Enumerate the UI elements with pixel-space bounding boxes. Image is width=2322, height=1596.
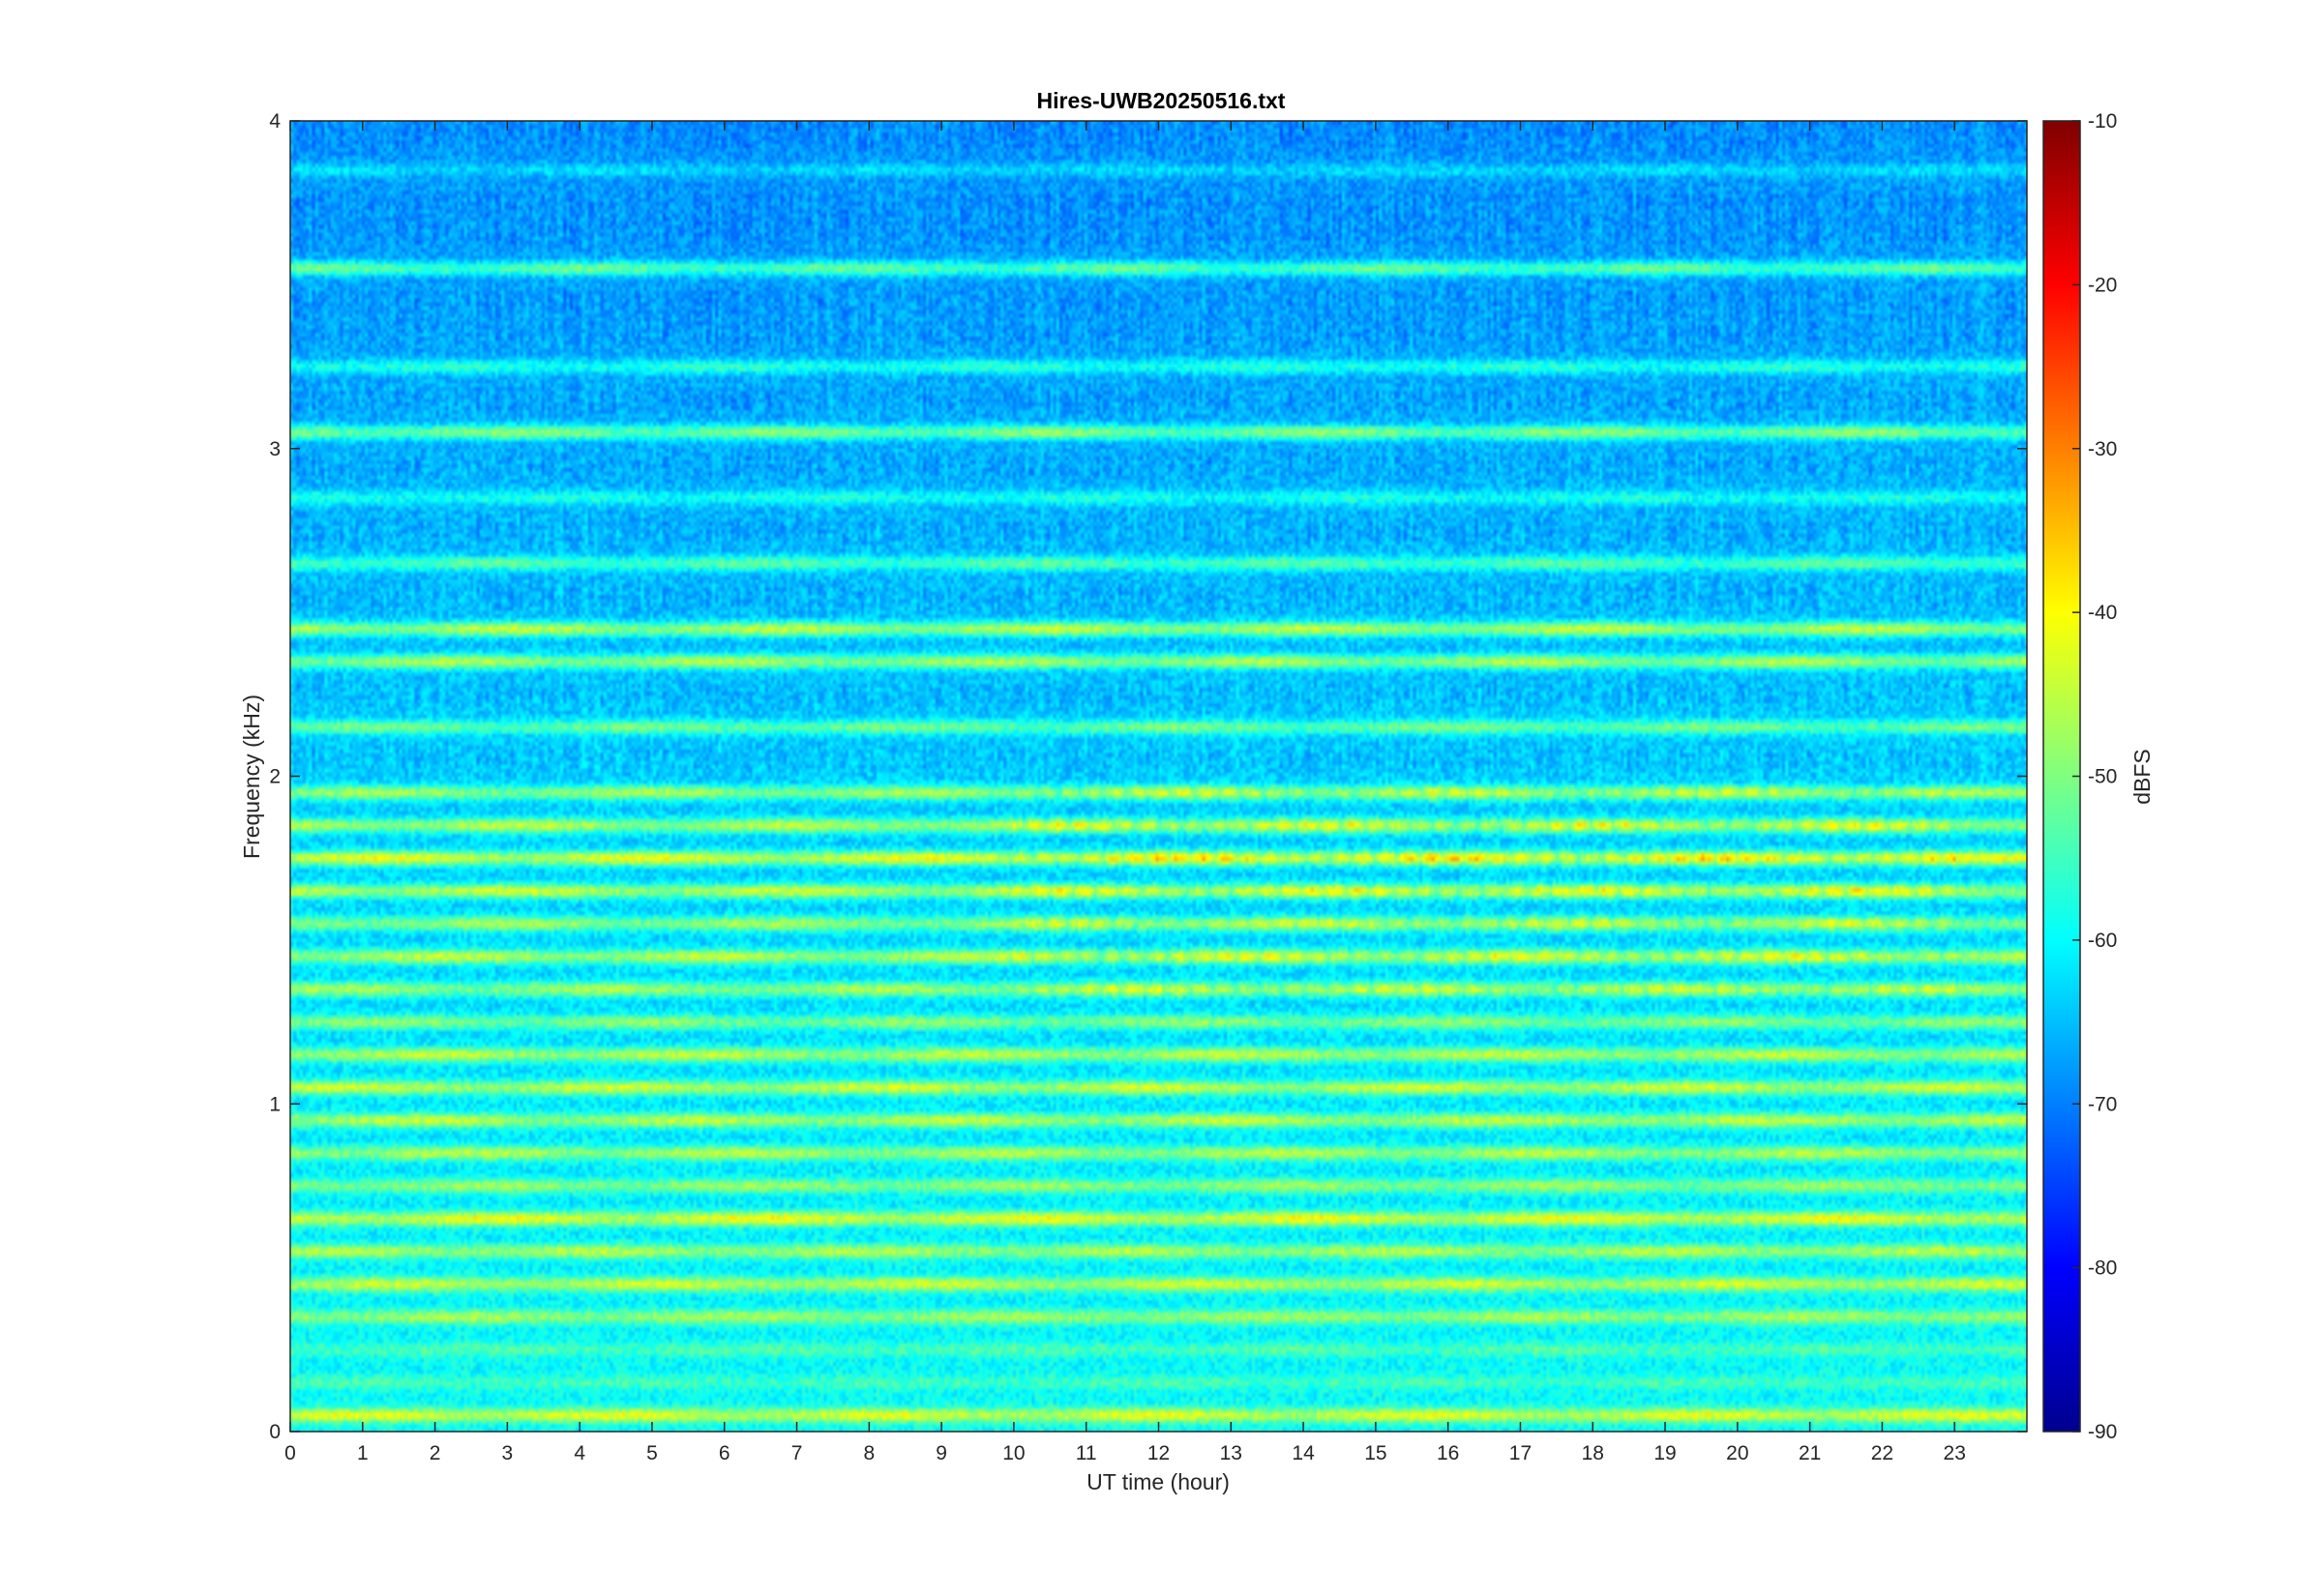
y-tick-label: 0: [269, 1421, 281, 1443]
colorbar-label: dBFS: [2129, 749, 2155, 805]
colorbar-tick-label: -50: [2088, 766, 2117, 788]
colorbar-tick-label: -60: [2088, 930, 2117, 952]
x-tick-label: 11: [1076, 1442, 1097, 1464]
y-tick-label: 3: [269, 438, 281, 460]
y-axis-ticks: 0 1 2 3 4: [269, 110, 2027, 1443]
x-tick-label: 6: [719, 1442, 730, 1464]
x-tick-label: 14: [1292, 1442, 1315, 1464]
x-tick-label: 12: [1147, 1442, 1170, 1464]
colorbar-tick-label: -80: [2088, 1257, 2117, 1280]
x-tick-label: 21: [1799, 1442, 1821, 1464]
x-tick-label: 2: [430, 1442, 441, 1464]
colorbar-tick-label: -20: [2088, 274, 2117, 296]
x-tick-label: 13: [1220, 1442, 1242, 1464]
chart-title: Hires-UWB20250516.txt: [1037, 88, 1286, 113]
colorbar-tick-label: -40: [2088, 602, 2117, 624]
x-tick-label: 0: [284, 1442, 296, 1464]
y-tick-label: 1: [269, 1093, 281, 1115]
x-tick-label: 4: [574, 1442, 585, 1464]
x-tick-label: 20: [1726, 1442, 1748, 1464]
x-tick-label: 22: [1871, 1442, 1893, 1464]
x-tick-label: 1: [357, 1442, 369, 1464]
colorbar-tick-label: -30: [2088, 438, 2117, 460]
x-tick-label: 15: [1364, 1442, 1386, 1464]
x-axis-label: UT time (hour): [1087, 1469, 1230, 1494]
y-tick-label: 2: [269, 766, 281, 788]
y-tick-label: 4: [269, 110, 281, 133]
colorbar: -90 -80 -70 -60 -50 -40 -30 -20 -10 dBFS: [2042, 110, 2155, 1443]
colorbar-tick-label: -10: [2088, 110, 2117, 133]
x-tick-label: 8: [863, 1442, 875, 1464]
x-tick-label: 19: [1653, 1442, 1676, 1464]
colorbar-tick-label: -70: [2088, 1093, 2117, 1115]
x-tick-label: 10: [1002, 1442, 1025, 1464]
x-axis-ticks: 0 1 2 3 4 5 6 7 8 9 10 11 12 13 14 15 16 17 18 19 20 21 22 23: [284, 121, 1966, 1464]
x-tick-label: 18: [1582, 1442, 1604, 1464]
x-tick-label: 16: [1437, 1442, 1459, 1464]
spectrogram-plot: [289, 120, 2028, 1433]
x-tick-label: 5: [646, 1442, 658, 1464]
y-axis-label: Frequency (kHz): [239, 695, 264, 859]
x-tick-label: 3: [502, 1442, 514, 1464]
x-tick-label: 7: [791, 1442, 803, 1464]
colorbar-ticks: -90 -80 -70 -60 -50 -40 -30 -20 -10: [2072, 110, 2117, 1443]
x-tick-label: 17: [1509, 1442, 1532, 1464]
x-tick-label: 23: [1944, 1442, 1966, 1464]
x-tick-label: 9: [936, 1442, 947, 1464]
colorbar-tick-label: -90: [2088, 1421, 2117, 1443]
spectrogram-heatmap: [290, 121, 2027, 1432]
